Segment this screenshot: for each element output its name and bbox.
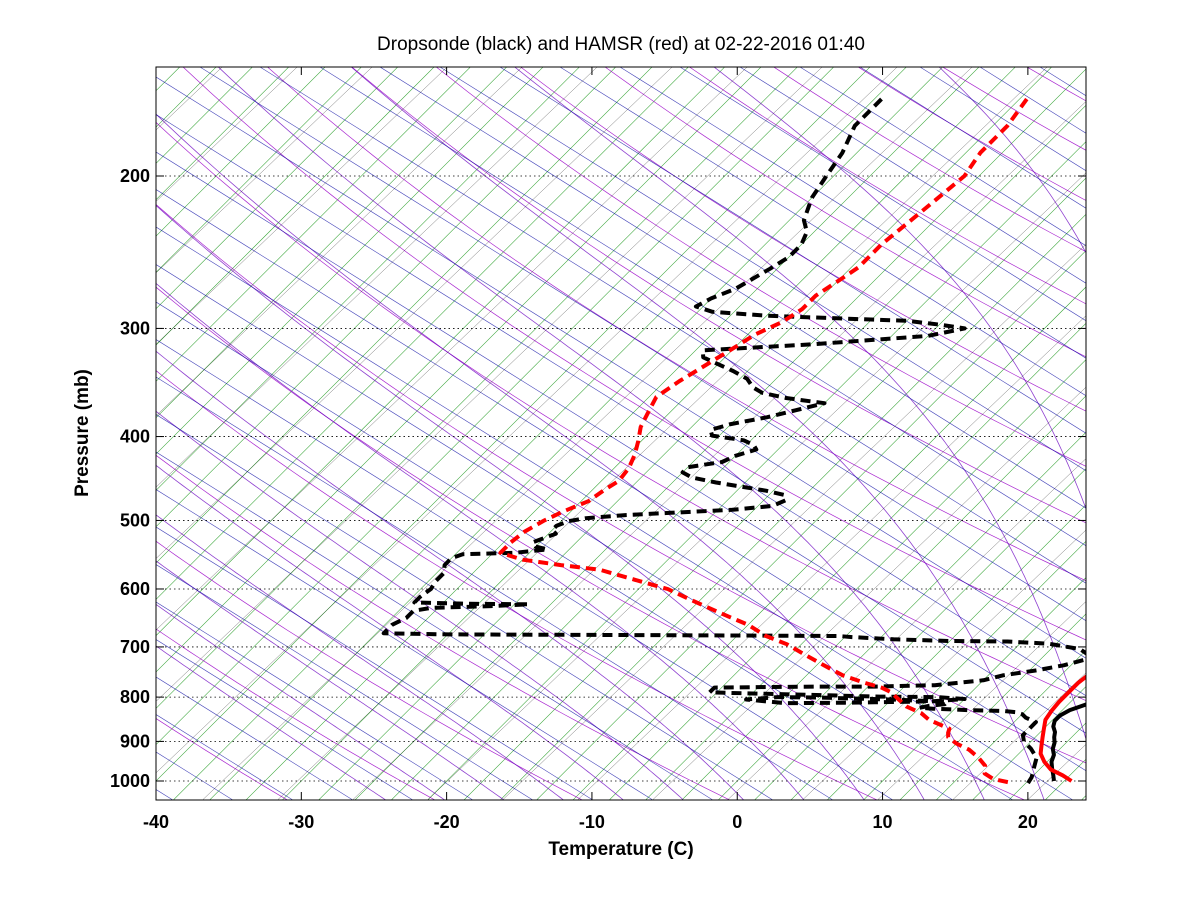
y-tick-label: 600 — [120, 579, 150, 599]
y-tick-label: 400 — [120, 427, 150, 447]
x-tick-label: 20 — [1018, 812, 1038, 832]
y-tick-label: 800 — [120, 687, 150, 707]
y-tick-label: 500 — [120, 510, 150, 530]
y-tick-label: 1000 — [110, 771, 150, 791]
chart-title: Dropsonde (black) and HAMSR (red) at 02-… — [377, 34, 865, 55]
x-tick-label: -10 — [579, 812, 605, 832]
y-tick-label: 300 — [120, 318, 150, 338]
x-tick-label: -30 — [288, 812, 314, 832]
y-tick-label: 700 — [120, 637, 150, 657]
x-axis-label: Temperature (C) — [548, 839, 693, 860]
y-axis-label: Pressure (mb) — [72, 369, 93, 497]
y-tick-label: 200 — [120, 166, 150, 186]
x-tick-label: -40 — [143, 812, 169, 832]
x-tick-label: 0 — [732, 812, 742, 832]
y-tick-label: 900 — [120, 731, 150, 751]
x-tick-label: -20 — [434, 812, 460, 832]
x-tick-label: 10 — [873, 812, 893, 832]
